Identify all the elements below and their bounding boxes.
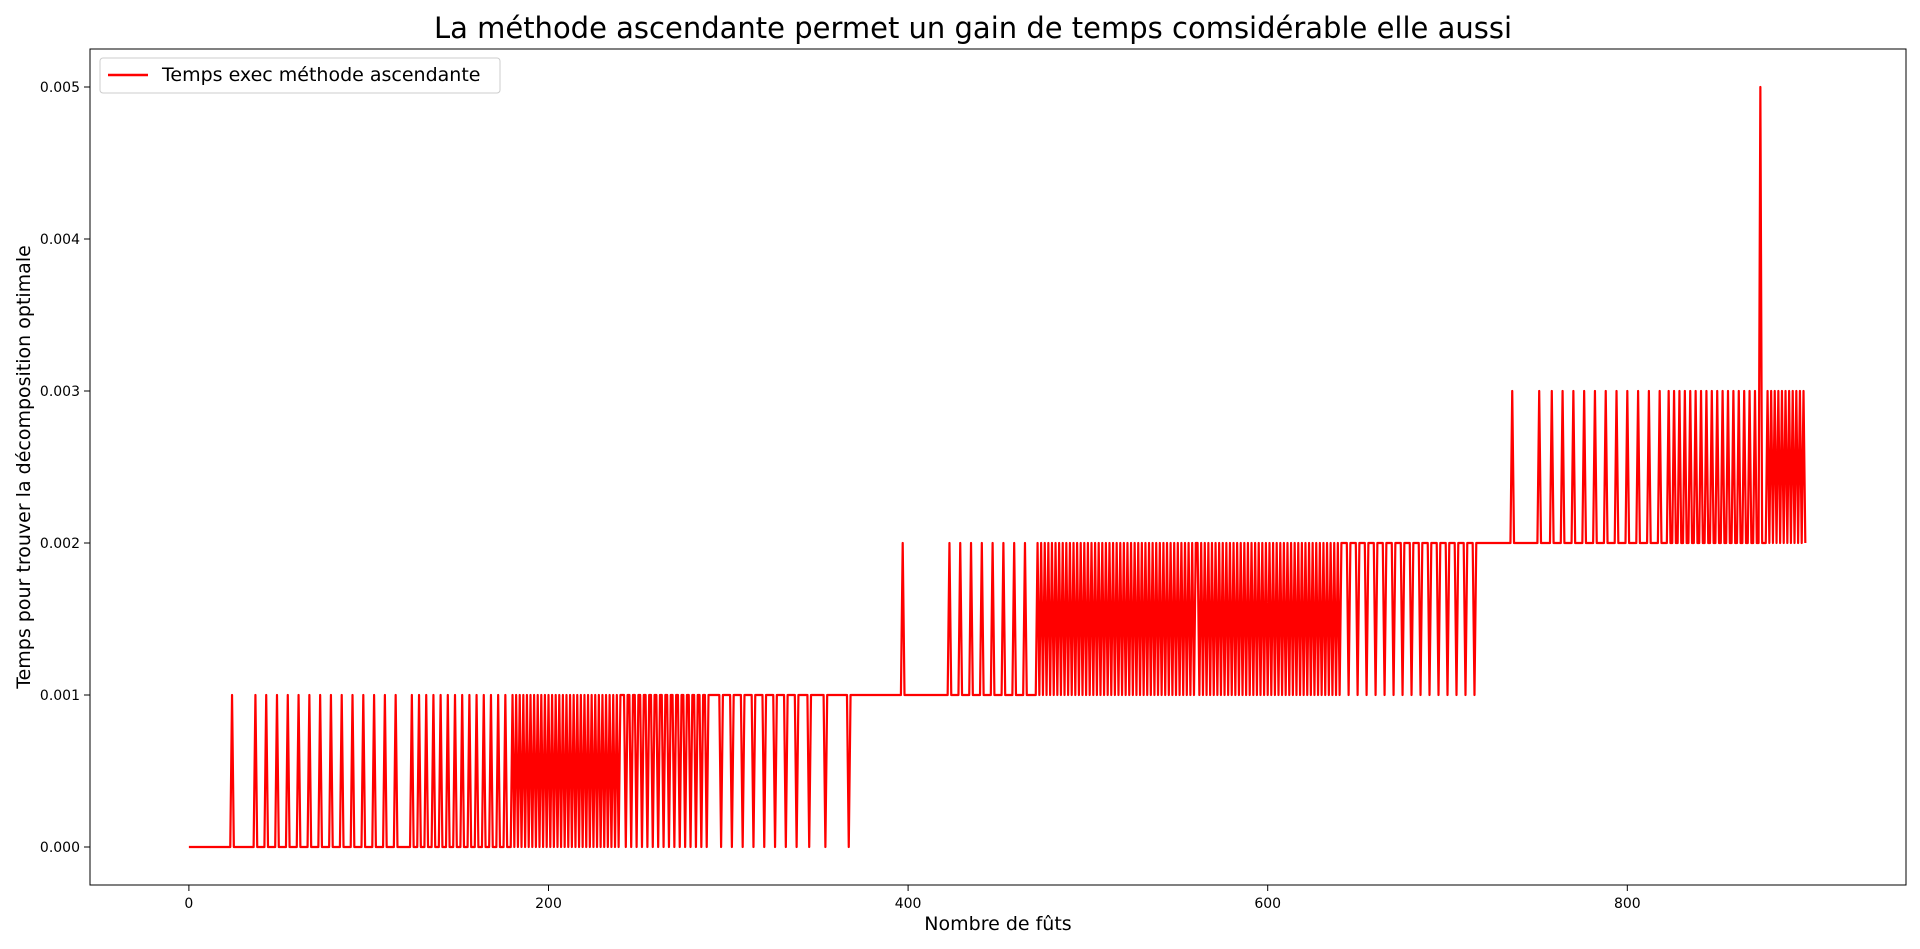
series-layer — [188, 85, 1807, 849]
legend: Temps exec méthode ascendante — [99, 57, 501, 94]
y-tick-label: 0.001 — [40, 688, 80, 704]
plot-frame — [89, 48, 1907, 886]
y-tick-label: 0.002 — [40, 536, 80, 552]
x-tick-label: 400 — [895, 896, 922, 912]
y-tick-label: 0.004 — [40, 232, 80, 248]
y-tick-label: 0.003 — [40, 384, 80, 400]
y-tick-label: 0.005 — [40, 80, 80, 96]
y-axis-label: Temps pour trouver la décomposition opti… — [13, 245, 35, 690]
plot-background — [90, 49, 1906, 885]
legend-label: Temps exec méthode ascendante — [161, 64, 480, 86]
x-tick-label: 800 — [1614, 896, 1641, 912]
y-axis-ticks: 0.000 0.001 0.002 0.003 0.004 0.005 — [40, 80, 90, 856]
x-tick-label: 200 — [535, 896, 562, 912]
x-tick-label: 600 — [1254, 896, 1281, 912]
legend-box — [99, 57, 501, 94]
chart-title: La méthode ascendante permet un gain de … — [434, 11, 1512, 45]
x-axis-label: Nombre de fûts — [924, 913, 1071, 935]
x-axis-ticks: 0 200 400 600 800 — [184, 885, 1641, 912]
y-tick-label: 0.000 — [40, 840, 80, 856]
series-line — [188, 85, 1807, 849]
x-tick-label: 0 — [184, 896, 193, 912]
plot-area — [89, 48, 1907, 886]
